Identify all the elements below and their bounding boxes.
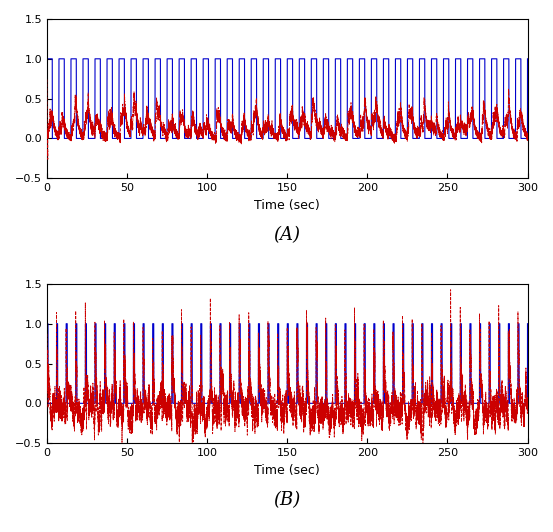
Text: (A): (A) (274, 226, 301, 244)
X-axis label: Time (sec): Time (sec) (254, 198, 320, 212)
X-axis label: Time (sec): Time (sec) (254, 463, 320, 477)
Text: (B): (B) (274, 491, 301, 509)
